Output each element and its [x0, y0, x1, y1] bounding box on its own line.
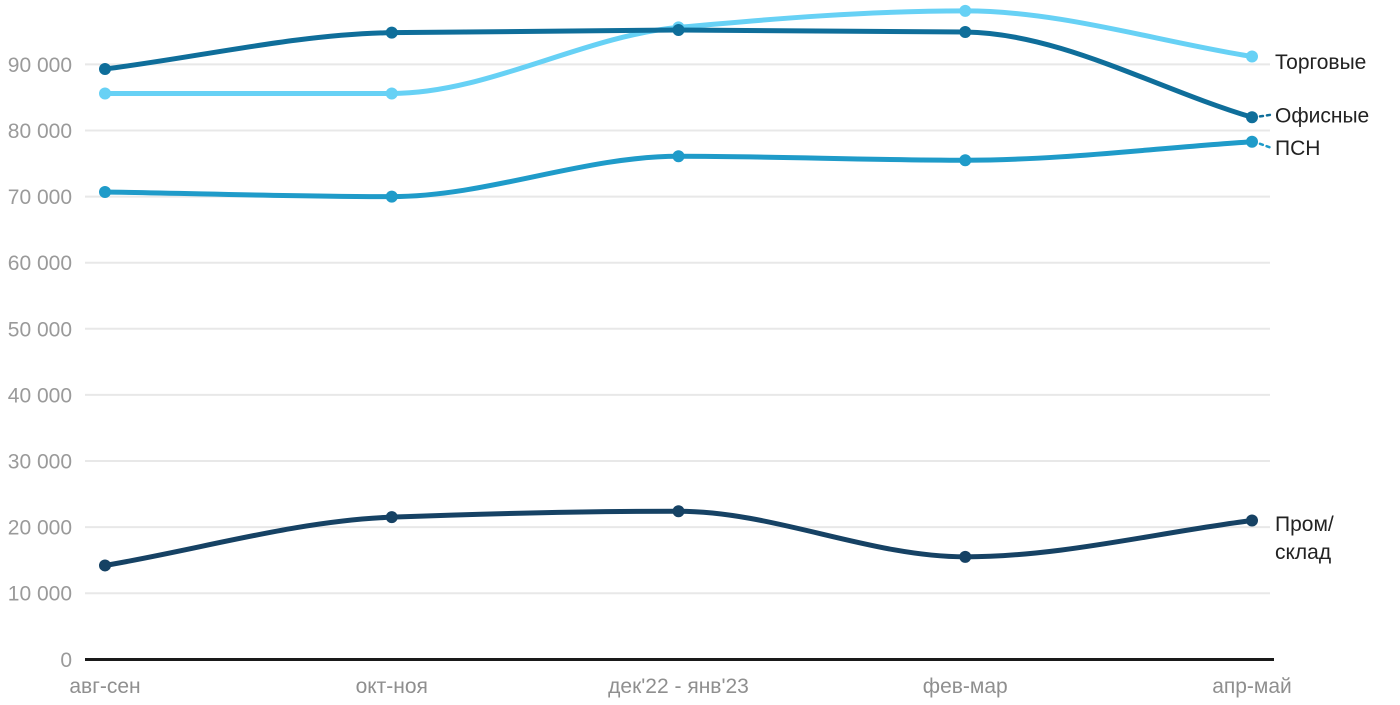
data-point	[99, 87, 111, 100]
data-point	[99, 185, 111, 198]
x-axis-label: дек'22 - янв'23	[608, 675, 749, 698]
x-axis-label: апр-май	[1212, 675, 1292, 698]
y-tick-label: 40 000	[8, 384, 72, 407]
y-tick-label: 20 000	[8, 517, 72, 540]
data-point	[672, 505, 685, 518]
data-point	[1246, 50, 1258, 63]
y-tick-label: 10 000	[8, 583, 72, 606]
series-line-3	[102, 27, 1255, 120]
data-point	[385, 190, 398, 203]
series-label: Пром/	[1275, 513, 1334, 536]
series-line-4	[102, 508, 1255, 568]
y-tick-label: 70 000	[8, 186, 72, 209]
data-point	[672, 24, 685, 37]
x-axis-label: фев-мар	[923, 675, 1008, 698]
data-point	[959, 550, 972, 563]
data-point	[1246, 514, 1258, 527]
x-axis-label: окт-ноя	[356, 675, 428, 698]
data-point	[385, 87, 398, 100]
series-label: Офисные	[1275, 104, 1369, 127]
data-point	[385, 511, 398, 524]
series-label: ПСН	[1275, 137, 1320, 160]
y-tick-label: 90 000	[8, 54, 72, 77]
data-point	[99, 63, 111, 76]
data-point	[1246, 111, 1258, 124]
series-line-2	[102, 139, 1255, 200]
data-point	[385, 26, 398, 39]
y-tick-label: 0	[60, 649, 72, 672]
data-point	[959, 26, 972, 39]
y-tick-label: 80 000	[8, 120, 72, 143]
y-tick-label: 60 000	[8, 252, 72, 275]
series-label: Торговые	[1275, 51, 1366, 74]
x-axis-label: авг-сен	[69, 675, 140, 698]
data-point	[672, 150, 685, 163]
data-point	[1246, 135, 1258, 148]
data-point	[959, 154, 972, 167]
data-point	[99, 559, 111, 572]
label-leader-line	[1258, 113, 1273, 118]
y-tick-label: 50 000	[8, 318, 72, 341]
label-leader-line	[1258, 142, 1273, 149]
y-tick-label: 30 000	[8, 451, 72, 474]
series-label: склад	[1275, 541, 1331, 564]
data-point	[959, 4, 972, 17]
